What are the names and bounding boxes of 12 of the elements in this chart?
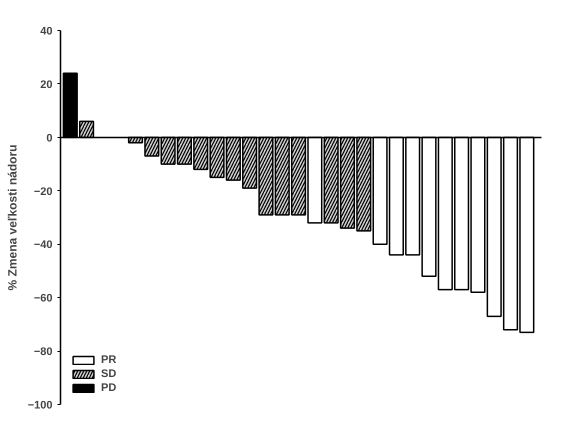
y-tick-label: 20 — [40, 78, 53, 91]
legend-label: PR — [101, 354, 118, 366]
legend-label: SD — [101, 368, 118, 380]
y-axis-title: % Zmena veľkosti nádoru — [6, 144, 20, 290]
y-tick-label: −100 — [28, 400, 53, 412]
y-tick-label: −20 — [34, 186, 53, 198]
y-tick-label: 0 — [46, 132, 53, 144]
y-tick-label: 40 — [40, 26, 53, 38]
y-tick-label: −60 — [34, 292, 53, 305]
y-tick-label: −80 — [34, 346, 53, 358]
y-tick-label: −40 — [34, 239, 53, 252]
legend-label: PD — [101, 382, 118, 394]
